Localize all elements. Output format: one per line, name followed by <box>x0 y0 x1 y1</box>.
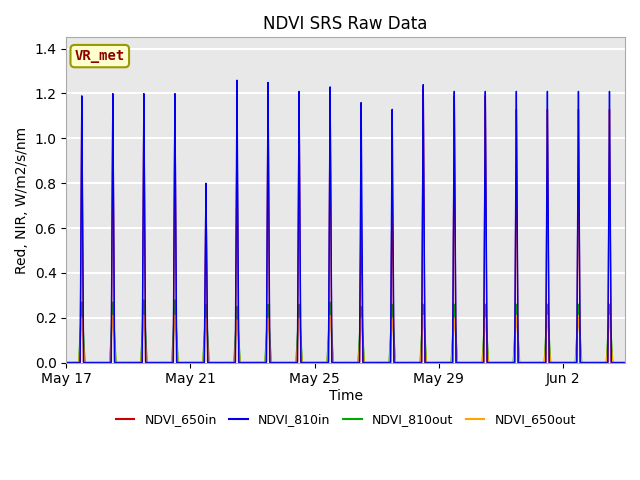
Y-axis label: Red, NIR, W/m2/s/nm: Red, NIR, W/m2/s/nm <box>15 126 29 274</box>
Legend: NDVI_650in, NDVI_810in, NDVI_810out, NDVI_650out: NDVI_650in, NDVI_810in, NDVI_810out, NDV… <box>111 408 580 431</box>
X-axis label: Time: Time <box>328 389 363 403</box>
Title: NDVI SRS Raw Data: NDVI SRS Raw Data <box>264 15 428 33</box>
Text: VR_met: VR_met <box>75 49 125 63</box>
